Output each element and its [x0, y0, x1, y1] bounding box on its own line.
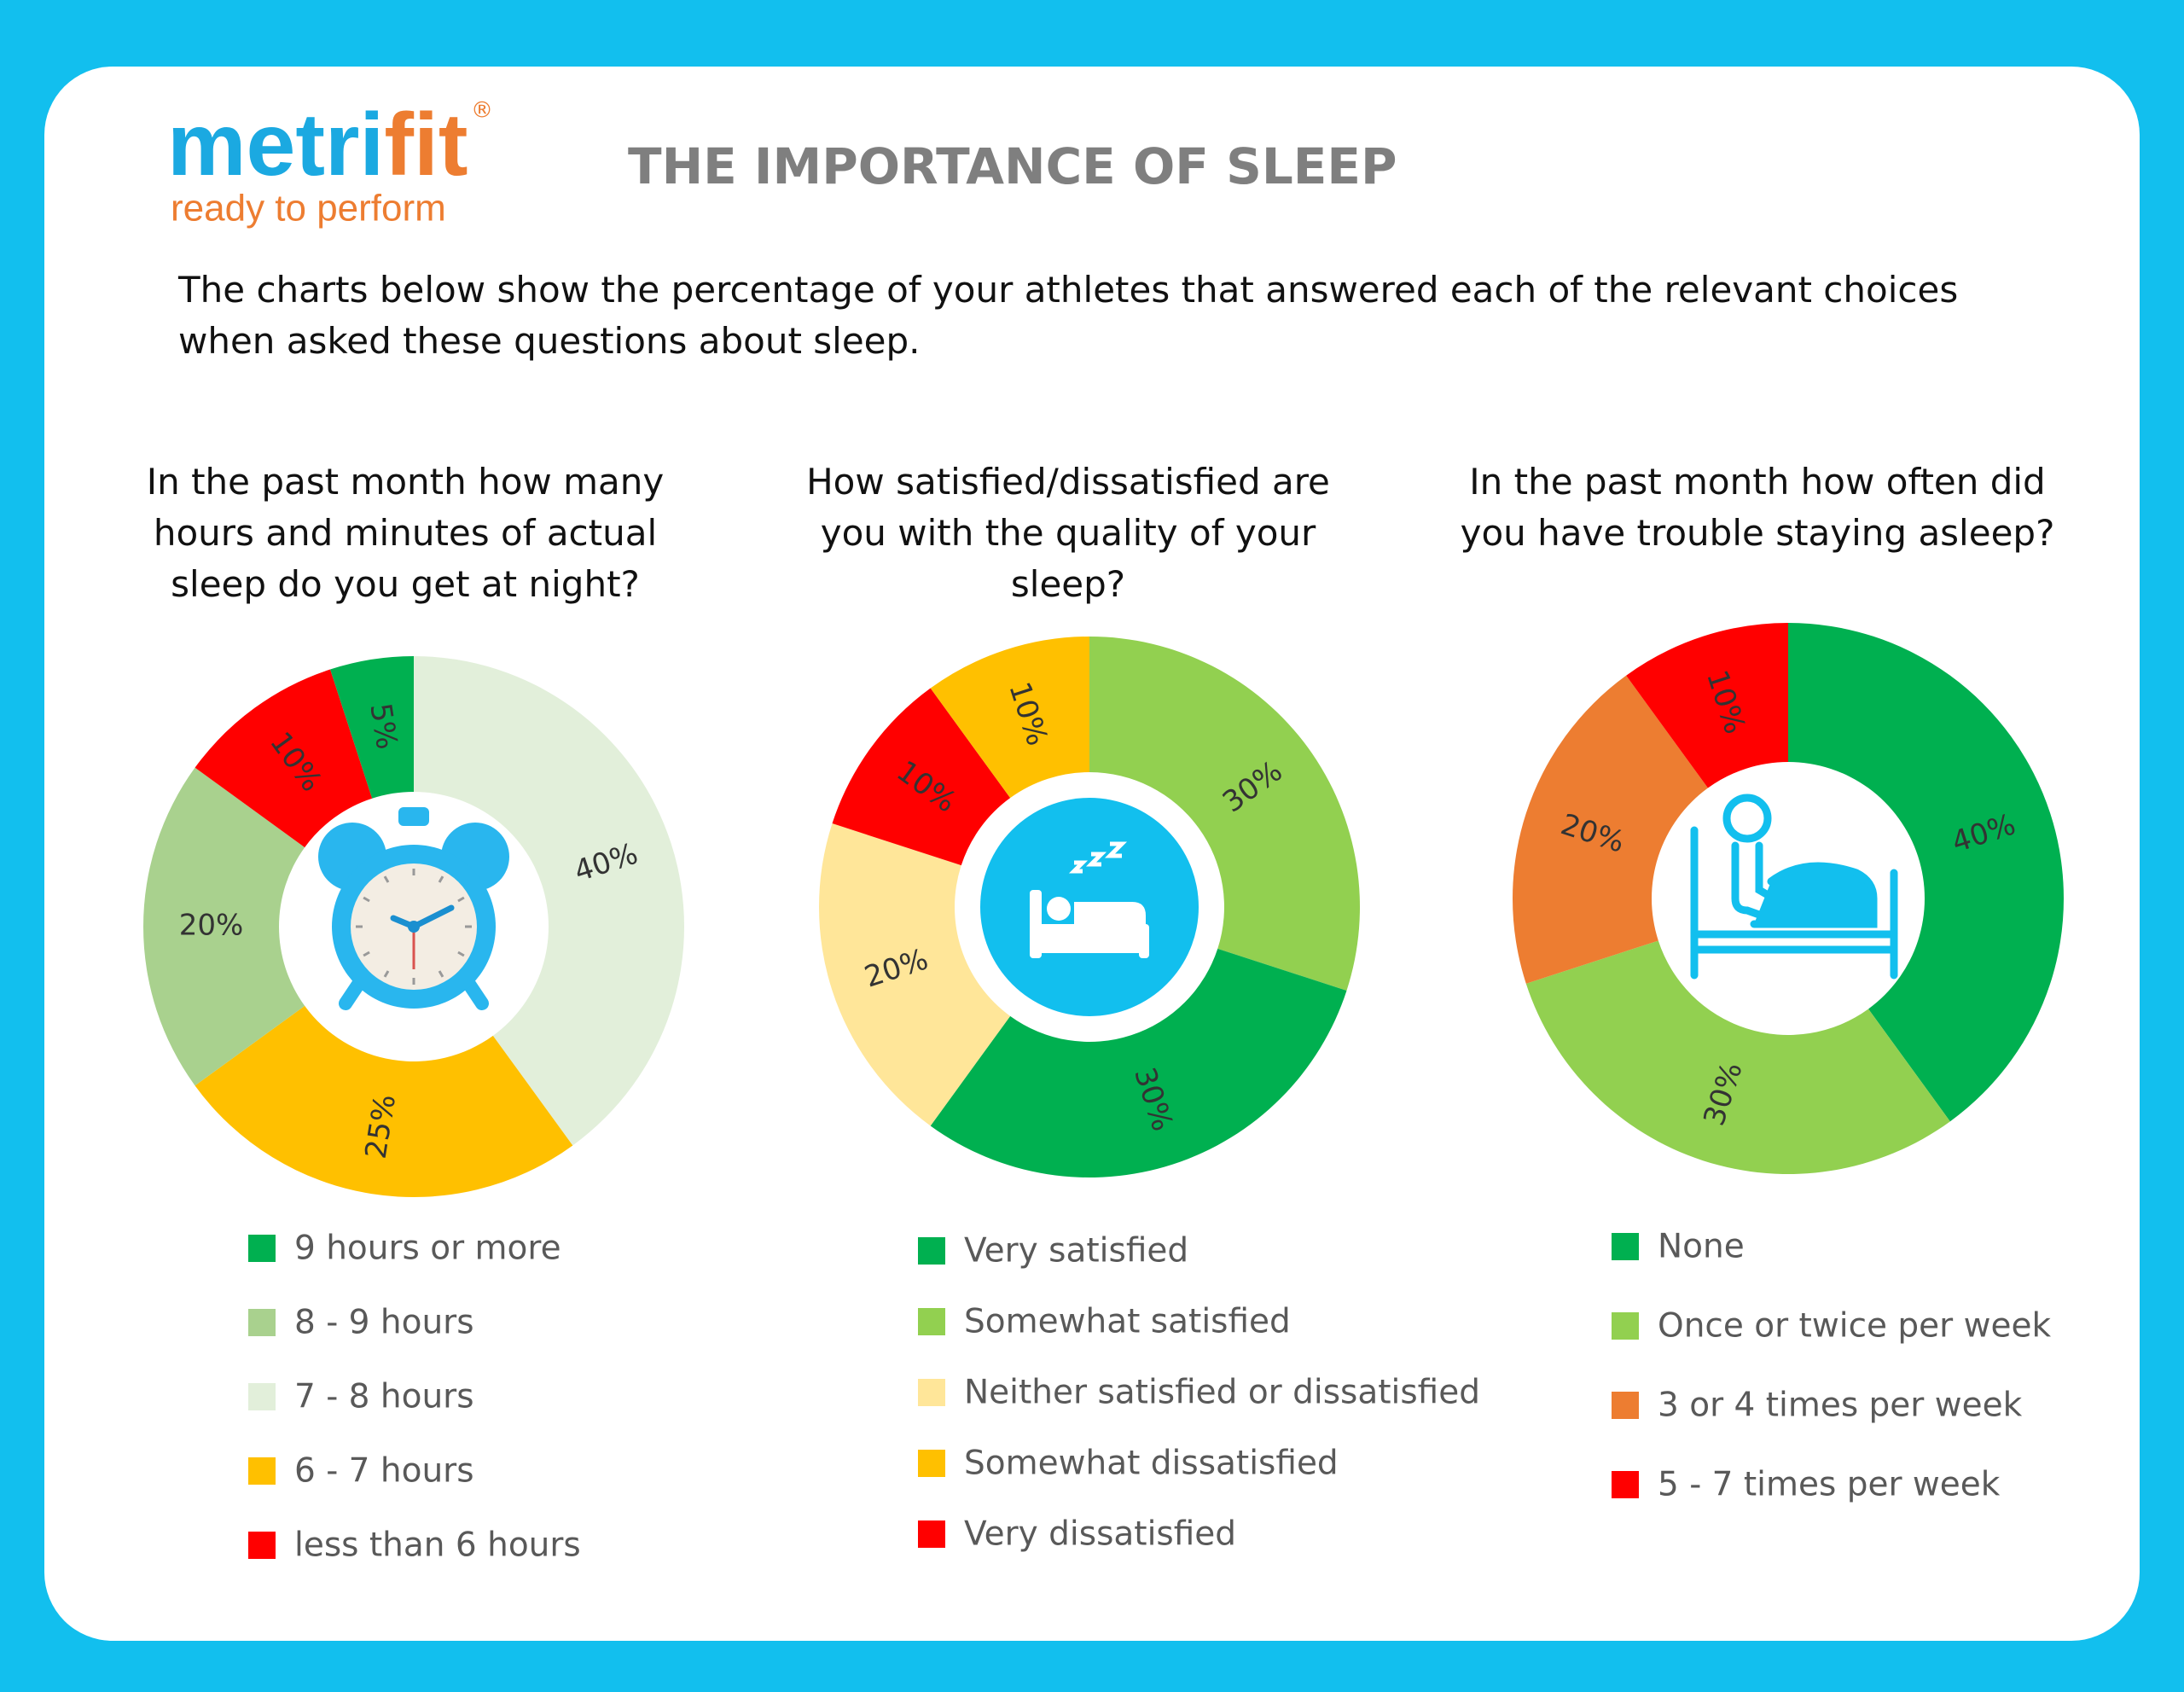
description: The charts below show the percentage of …: [178, 269, 1959, 362]
donut-slice: [143, 767, 305, 1086]
legend-label: 8 - 9 hours: [294, 1304, 474, 1342]
icon-part: [383, 875, 390, 883]
legend-swatch: [248, 1532, 276, 1559]
legend-swatch: [918, 1237, 945, 1265]
donut-slice: [832, 688, 1011, 866]
logo: metrifit: [167, 96, 468, 195]
registered-mark: ®: [471, 98, 493, 124]
icon-part: [363, 896, 370, 903]
legend-swatch: [1612, 1233, 1639, 1260]
icon-part: [457, 951, 465, 957]
legend-label: Very satisfied: [964, 1232, 1188, 1270]
legend-swatch: [918, 1308, 945, 1335]
legend-swatch: [918, 1520, 945, 1548]
donut-slice: [1788, 623, 2064, 1122]
icon-part: [1750, 862, 1878, 928]
legend-swatch: [248, 1457, 276, 1485]
icon-part: [1074, 902, 1146, 924]
legend-swatch: [1612, 1312, 1639, 1340]
chart-question: In the past month how often did you have…: [1460, 461, 2055, 554]
legend-label: Once or twice per week: [1658, 1307, 2051, 1346]
icon-part: [1690, 794, 1898, 980]
legend-swatch: [248, 1309, 276, 1336]
donut-slice: [930, 948, 1347, 1177]
icon-part: [383, 970, 390, 978]
legend-label: Somewhat satisfied: [964, 1303, 1291, 1341]
icon-part: [1030, 890, 1042, 958]
donut-slice: [1525, 940, 1950, 1175]
legend-label: Somewhat dissatisfied: [964, 1445, 1339, 1483]
legend-label: Very dissatisfied: [964, 1515, 1236, 1554]
icon-part: [1030, 924, 1149, 953]
tagline: ready to perform: [171, 188, 446, 230]
logo-part: fit: [384, 96, 468, 195]
legend-label: 7 - 8 hours: [294, 1378, 474, 1416]
legend-label: Neither satisfied or dissatisfied: [964, 1374, 1480, 1412]
legend-label: 6 - 7 hours: [294, 1452, 474, 1491]
icon-part: [318, 807, 509, 1010]
icon-part: [1104, 841, 1128, 858]
legend-swatch: [1612, 1392, 1639, 1419]
slice-label: 20%: [179, 909, 244, 943]
legend-swatch: [1612, 1471, 1639, 1498]
slice-label: 5%: [363, 701, 404, 752]
donut-slice: [195, 669, 373, 848]
icon-part: [1068, 860, 1089, 874]
donut-slice: [195, 1005, 573, 1197]
icon-part: [438, 875, 444, 883]
donut-slice: [414, 656, 684, 1146]
legend-label: 3 or 4 times per week: [1658, 1387, 2023, 1425]
icon-part: [398, 807, 429, 826]
icon-part: [363, 951, 370, 957]
icon-part: [457, 896, 465, 903]
chart-question: How satisfied/dissatisfied are you with …: [806, 461, 1330, 605]
donut-slice: [330, 656, 414, 799]
legend-label: less than 6 hours: [294, 1526, 581, 1565]
donut-slice: [1089, 637, 1360, 991]
icon-part: [1722, 794, 1772, 843]
legend-swatch: [248, 1235, 276, 1262]
icon-part: [1085, 852, 1107, 867]
donut-slice: [818, 823, 1011, 1126]
legend-swatch: [248, 1383, 276, 1410]
icon-part: [410, 904, 455, 930]
icon-part: [438, 970, 444, 978]
legend-swatch: [918, 1450, 945, 1477]
icon-part: [1047, 897, 1071, 921]
title: THE IMPORTANCE OF SLEEP: [628, 137, 1397, 195]
icon-part: [408, 921, 420, 933]
legend-label: 5 - 7 times per week: [1658, 1466, 2001, 1504]
logo-part: metri: [167, 96, 384, 195]
legend-label: 9 hours or more: [294, 1230, 561, 1268]
icon-part: [980, 798, 1199, 1016]
legend-swatch: [918, 1379, 945, 1406]
chart-question: In the past month how many hours and min…: [146, 461, 665, 605]
donut-slice: [1512, 675, 1708, 984]
donut-slice: [930, 637, 1089, 799]
legend-label: None: [1658, 1228, 1745, 1266]
icon-part: [1139, 924, 1149, 958]
donut-slice: [1626, 623, 1788, 788]
